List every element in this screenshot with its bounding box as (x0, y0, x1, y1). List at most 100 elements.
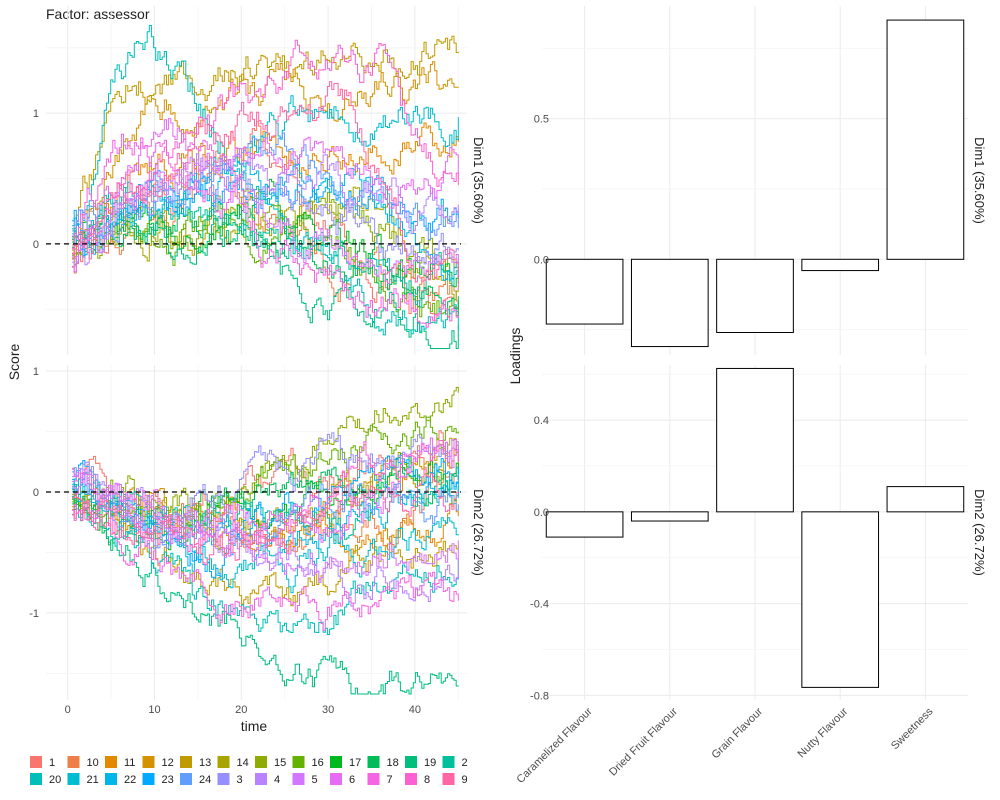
series-line-8 (72, 39, 459, 255)
legend-label: 8 (424, 774, 430, 786)
facet-strip-label: Dim2 (26.72%) (471, 489, 486, 576)
category-label: Grain Flavour (710, 705, 766, 761)
legend-swatch (105, 756, 117, 768)
y-tick-label: 0.0 (534, 254, 549, 266)
legend-label: 3 (237, 774, 243, 786)
bars (545, 19, 965, 348)
loadings-facet-dim2: -0.8 -0.4 0.0 0.4 Dim2 (26.72%) (530, 365, 987, 702)
legend-label: 14 (237, 757, 249, 769)
series-lines (72, 24, 459, 349)
legend-label: 2 (462, 757, 468, 769)
y-ticks: 01 (33, 108, 39, 251)
legend-swatch (367, 756, 380, 768)
legend-label: 6 (349, 774, 355, 786)
series-lines (72, 386, 459, 695)
y-tick-label: -0.4 (530, 599, 549, 611)
legend-swatch (30, 773, 42, 785)
x-tick-label: 30 (322, 704, 334, 716)
legend-swatch (367, 773, 380, 785)
legend-item: 17 (330, 756, 361, 769)
legend-swatch (30, 756, 42, 768)
series-line-22 (72, 162, 459, 281)
bar-nutty-flavour (801, 258, 880, 272)
legend-item: 9 (442, 773, 468, 786)
legend-swatch (180, 773, 192, 785)
bars (545, 367, 965, 688)
legend-swatch (405, 773, 417, 785)
bar-nutty-flavour (801, 511, 880, 688)
legend-swatch (442, 773, 455, 785)
legend-swatch (292, 773, 305, 785)
bar-sweetness (886, 19, 965, 260)
series-line-9 (72, 468, 459, 566)
legend-item: 12 (142, 756, 174, 769)
facet-strip-label: Dim1 (35.60%) (471, 137, 486, 224)
legend-item: 23 (142, 773, 174, 786)
legend: 1 10 11 12 13 14 15 16 17 18 19 2 20 21 22 23 24 3 4 5 6 7 8 9 (30, 756, 468, 786)
category-label: Sweetness (889, 705, 936, 752)
y-tick-label: 1 (33, 108, 39, 120)
series-line-9 (72, 81, 459, 290)
score-facet-dim1: 01 Dim1 (35.60%) (33, 6, 486, 355)
series-line-1 (72, 430, 459, 528)
legend-swatch (330, 773, 342, 785)
legend-label: 15 (274, 757, 286, 769)
legend-swatch (255, 756, 267, 768)
bar-grain-flavour (716, 367, 794, 513)
score-facet-dim2: -1 0 1 Dim2 (26.72%) (29, 365, 486, 700)
legend-label: 24 (199, 774, 211, 786)
bar-dried-fruit-flavour (630, 258, 709, 348)
series-line-20 (72, 495, 459, 635)
legend-item: 2 (442, 756, 468, 769)
series-line-4 (72, 467, 459, 607)
legend-label: 16 (312, 757, 324, 769)
bar-caramelized-flavour (545, 511, 624, 538)
legend-label: 13 (199, 757, 211, 769)
y-ticks: -1 0 1 (29, 366, 39, 620)
x-axis-label: time (241, 718, 268, 734)
loadings-axis-label: Loadings (507, 328, 523, 385)
legend-item: 5 (292, 773, 318, 786)
x-tick-label: 20 (235, 704, 247, 716)
y-axis-label: Score (6, 344, 22, 381)
legend-item: 19 (405, 756, 436, 769)
y-tick-label: -1 (29, 608, 39, 620)
legend-label: 23 (162, 774, 174, 786)
legend-swatch (330, 756, 342, 768)
bar-dried-fruit-flavour (630, 511, 709, 522)
category-label: Caramelized Flavour (514, 705, 594, 785)
legend-label: 5 (312, 774, 318, 786)
legend-label: 21 (87, 774, 99, 786)
legend-swatch (217, 773, 230, 785)
legend-label: 17 (349, 757, 361, 769)
legend-swatch (180, 756, 192, 768)
legend-item: 14 (217, 756, 249, 769)
series-line-19 (72, 484, 459, 695)
legend-label: 4 (274, 774, 280, 786)
legend-item: 13 (180, 756, 211, 769)
legend-label: 1 (49, 757, 55, 769)
legend-label: 9 (462, 774, 468, 786)
right-panel: 0.0 0.5 Dim1 (35.60%) -0.8 -0.4 0.0 0.4 Dim2… (507, 6, 987, 786)
legend-item: 4 (255, 773, 280, 786)
legend-label: 7 (387, 774, 393, 786)
legend-item: 24 (180, 773, 211, 786)
y-tick-label: 0 (33, 239, 39, 251)
legend-item: 15 (255, 756, 286, 769)
x-ticks: 0 10 20 30 40 (65, 704, 421, 716)
legend-item: 3 (217, 773, 243, 786)
bar-grain-flavour (716, 258, 794, 333)
legend-swatch (105, 773, 117, 785)
facet-strip-label: Dim1 (35.60%) (972, 137, 987, 224)
legend-swatch (142, 756, 155, 768)
y-ticks: 0.0 0.5 (534, 114, 549, 267)
legend-label: 10 (87, 757, 99, 769)
series-line-7 (72, 133, 459, 328)
legend-swatch (442, 756, 455, 768)
series-line-6 (72, 118, 459, 273)
legend-label: 11 (124, 757, 135, 769)
legend-item: 7 (367, 773, 393, 786)
left-chart-title: Factor: assessor (46, 6, 150, 22)
legend-swatch (67, 773, 80, 785)
